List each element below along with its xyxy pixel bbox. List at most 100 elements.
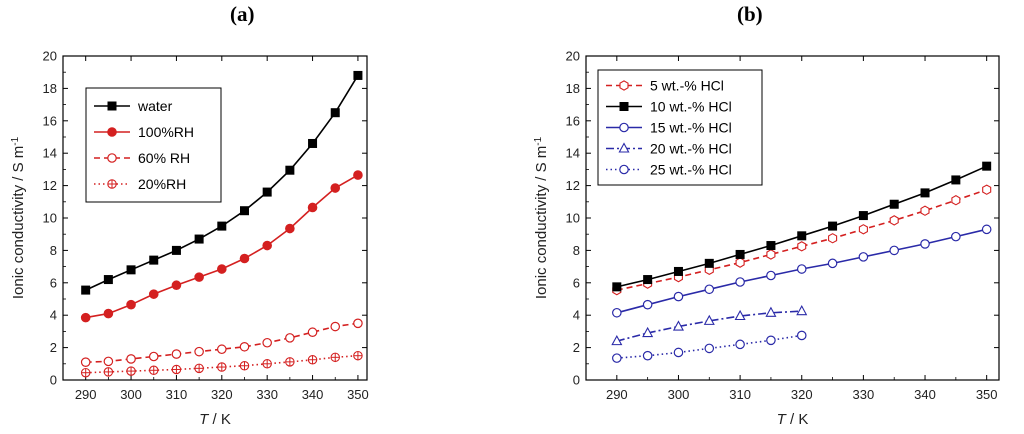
data-point — [330, 108, 340, 118]
data-point — [889, 199, 899, 209]
y-tick-label: 8 — [50, 243, 57, 258]
legend-marker — [107, 153, 117, 163]
data-point — [148, 365, 159, 376]
legend-label: 20%RH — [138, 176, 186, 192]
data-point — [330, 321, 341, 332]
data-point — [103, 275, 113, 285]
data-point — [262, 337, 272, 348]
data-point — [796, 304, 808, 316]
data-point — [171, 349, 182, 359]
series-25-wt-hcl — [612, 330, 807, 363]
x-tick-label: 310 — [729, 387, 751, 402]
legend-marker — [618, 142, 630, 153]
data-point — [307, 202, 318, 213]
chart-a: 0 2 4 6 8 10 12 14 16 18 20 290 300 310 320 330 340 350 T … — [10, 49, 369, 429]
data-point — [612, 307, 622, 318]
data-point — [734, 309, 746, 321]
x-tick-label: 300 — [120, 387, 142, 402]
legend-marker — [619, 164, 629, 175]
data-point — [766, 270, 776, 281]
legend-marker — [619, 80, 629, 91]
data-point — [828, 233, 838, 244]
data-point — [735, 277, 745, 287]
legend-label: 60% RH — [138, 150, 190, 166]
y-tick-label: 18 — [566, 81, 580, 96]
data-point — [194, 346, 204, 357]
data-point — [612, 353, 622, 363]
data-point — [194, 363, 204, 374]
y-tick-label: 14 — [566, 146, 580, 161]
data-point — [353, 70, 363, 80]
data-point — [103, 308, 114, 319]
y-tick-label: 14 — [43, 146, 57, 161]
y-tick-label: 4 — [50, 308, 57, 323]
data-point — [80, 312, 91, 323]
y-tick-label: 6 — [50, 275, 57, 290]
data-point — [951, 231, 961, 242]
data-point — [126, 265, 136, 275]
legend: 5 wt.-% HCl 10 wt.-% HCl 15 wt.-% HCl 20 wt… — [597, 69, 763, 186]
data-point — [171, 280, 182, 291]
x-tick-label: 340 — [914, 387, 936, 402]
series-15-wt-hcl — [612, 224, 992, 318]
y-tick-label: 4 — [573, 308, 580, 323]
data-point — [858, 252, 869, 262]
x-tick-label: 300 — [668, 387, 690, 402]
x-tick-label: 350 — [347, 387, 369, 402]
legend-marker — [619, 122, 629, 133]
x-tick-label: 340 — [302, 387, 324, 402]
data-point — [765, 306, 777, 317]
panel-label-b: (b) — [737, 2, 763, 26]
legend-marker — [107, 179, 117, 189]
data-point — [920, 188, 930, 198]
x-tick-label: 290 — [606, 387, 628, 402]
data-point — [735, 339, 745, 350]
data-point — [982, 161, 992, 171]
data-point — [858, 211, 868, 221]
data-point — [171, 364, 182, 375]
series-60-rh — [80, 318, 363, 367]
data-point — [889, 215, 899, 226]
legend-label: water — [137, 98, 173, 114]
chart-b: 0 2 4 6 8 10 12 14 16 18 20 290 300 310 320 330 340 350 T … — [533, 49, 1000, 428]
data-point — [126, 366, 136, 376]
data-point — [766, 249, 776, 260]
data-point — [239, 206, 249, 216]
data-point — [797, 231, 807, 241]
legend-marker — [107, 101, 117, 111]
y-axis-title: Ionic conductivity / S m-1 — [10, 136, 28, 299]
data-point — [672, 320, 684, 331]
data-point — [704, 284, 715, 295]
series-100-rh — [80, 170, 363, 323]
data-point — [239, 360, 250, 371]
data-point — [704, 258, 714, 268]
data-point — [239, 253, 250, 264]
y-tick-label: 2 — [50, 340, 57, 355]
legend-marker — [107, 127, 117, 137]
data-point — [766, 241, 776, 251]
data-point — [982, 184, 992, 195]
y-tick-label: 18 — [43, 81, 57, 96]
y-tick-label: 10 — [566, 211, 580, 226]
data-point — [217, 264, 227, 274]
data-point — [858, 224, 868, 235]
panel-label-a: (a) — [230, 2, 255, 26]
data-point — [642, 326, 654, 338]
data-point — [797, 241, 807, 252]
x-tick-label: 330 — [256, 387, 278, 402]
series-line — [85, 322, 359, 363]
y-tick-label: 12 — [43, 178, 57, 193]
data-point — [920, 239, 930, 249]
data-point — [126, 354, 136, 364]
series-20-rh — [80, 350, 363, 378]
y-tick-label: 10 — [43, 211, 57, 226]
x-tick-label: 330 — [853, 387, 875, 402]
x-tick-label: 310 — [166, 387, 188, 402]
data-point — [285, 333, 295, 343]
data-point — [217, 344, 227, 355]
data-point — [673, 347, 684, 358]
series-20-wt-hcl — [611, 304, 808, 346]
data-point — [920, 205, 930, 216]
data-point — [262, 187, 272, 197]
